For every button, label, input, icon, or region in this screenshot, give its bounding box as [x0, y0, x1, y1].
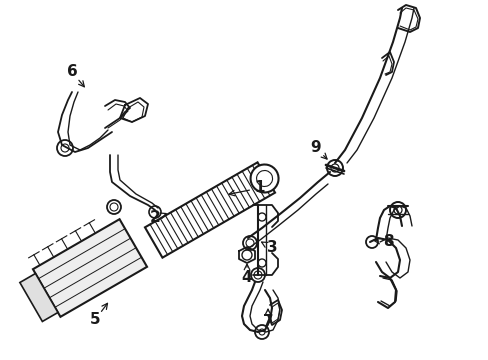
- Bar: [20, 274, 58, 321]
- Bar: [33, 219, 147, 317]
- Text: 2: 2: [149, 211, 160, 225]
- Text: 7: 7: [262, 315, 273, 329]
- Text: 3: 3: [266, 240, 277, 256]
- Circle shape: [250, 165, 278, 193]
- Bar: [144, 162, 274, 258]
- Circle shape: [256, 171, 272, 186]
- Text: 6: 6: [66, 64, 77, 80]
- Text: 8: 8: [382, 234, 392, 249]
- Text: 5: 5: [89, 312, 100, 328]
- Text: 4: 4: [241, 270, 252, 285]
- Text: 1: 1: [254, 180, 264, 195]
- Text: 9: 9: [310, 140, 321, 156]
